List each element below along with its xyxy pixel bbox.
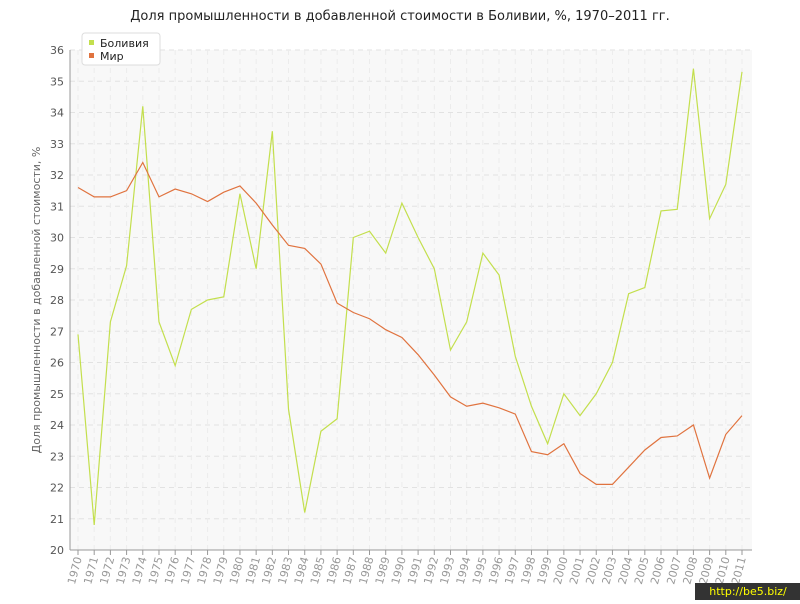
y-tick-label: 31	[50, 200, 64, 213]
chart-title: Доля промышленности в добавленной стоимо…	[130, 9, 669, 24]
y-tick-label: 26	[50, 357, 64, 370]
y-tick-label: 28	[50, 294, 64, 307]
y-tick-label: 32	[50, 169, 64, 182]
watermark: http://be5.biz/	[709, 585, 787, 598]
lines	[77, 68, 743, 526]
legend-box	[81, 32, 161, 66]
y-tick-label: 35	[50, 75, 64, 88]
grid: 2021222324252627282930313233343536197019…	[50, 44, 752, 586]
watermark-bg	[695, 583, 800, 600]
legend-swatch	[89, 40, 94, 45]
y-tick-label: 20	[50, 544, 64, 557]
legend-label: Мир	[100, 50, 124, 63]
y-tick-label: 33	[50, 138, 64, 151]
legend-label: Боливия	[100, 37, 149, 50]
y-tick-label: 29	[50, 263, 64, 276]
y-axis-label: Доля промышленности в добавленной стоимо…	[30, 147, 43, 454]
y-tick-label: 34	[50, 107, 64, 120]
y-tick-label: 22	[50, 482, 64, 495]
y-tick-label: 23	[50, 450, 64, 463]
series-line	[77, 68, 743, 526]
legend-swatch	[89, 53, 94, 58]
series-line	[77, 161, 743, 485]
y-tick-label: 24	[50, 419, 64, 432]
y-tick-label: 21	[50, 513, 64, 526]
y-tick-label: 27	[50, 325, 64, 338]
y-tick-label: 36	[50, 44, 64, 57]
y-tick-label: 30	[50, 232, 64, 245]
y-tick-label: 25	[50, 388, 64, 401]
